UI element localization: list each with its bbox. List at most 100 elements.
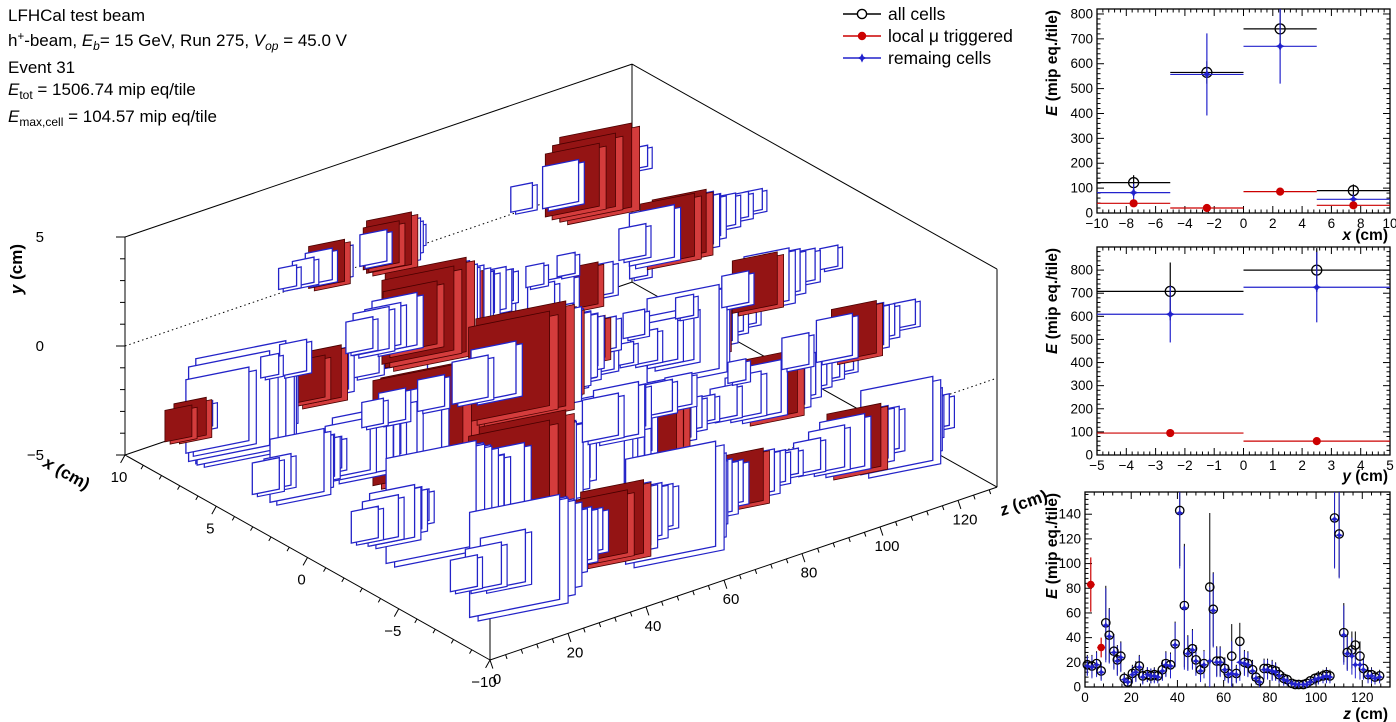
legend-entry-label: local μ triggered	[888, 25, 1013, 46]
marker-all-cells	[1226, 651, 1237, 661]
marker-remaining	[1322, 672, 1331, 680]
tile-cell	[361, 397, 385, 429]
y-tick-label: 5	[36, 229, 44, 246]
marker-remaining	[1306, 678, 1315, 686]
z-tick-label: 0	[493, 671, 501, 688]
z-tick-label: 120	[952, 511, 977, 528]
x-tick-label: 0	[297, 572, 305, 589]
energy-vs-z-plot: 0 20 40 60 80 100 120 0 20 40 60 80 100 120 140 z (cm) E…	[1044, 491, 1391, 722]
event-info-line: h+-beam, Eb= 15 GeV, Run 275, Vop = 45.0…	[8, 30, 347, 53]
y-tick-label: 20	[1066, 655, 1081, 670]
x-axis-title: y (cm)	[1341, 468, 1388, 485]
energy-vs-x-plot: −10 −8 −6 −4 −2 0 2 4 6 8 100100200300400500600700…	[1044, 6, 1396, 244]
tile-cell	[277, 264, 298, 291]
marker-remaining	[1143, 670, 1152, 679]
marker-remaining	[1268, 667, 1276, 675]
marker-remaining	[1279, 675, 1288, 684]
marker-remaining	[1117, 653, 1125, 662]
x-tick-label: 5	[206, 520, 214, 537]
marker-remaining	[1083, 662, 1092, 670]
x-tick-label: 80	[1262, 690, 1277, 705]
x-tick-label: 5	[1386, 458, 1394, 473]
z-tick-label: 100	[874, 538, 899, 555]
marker-remaining	[1351, 661, 1360, 669]
x-tick-label: −10	[1086, 216, 1109, 231]
event-info-line: LFHCal test beam	[8, 6, 145, 25]
legend-marker-filled-star-icon	[843, 53, 881, 63]
tile-cell	[721, 270, 750, 309]
tile-cell	[350, 505, 379, 544]
z-tick-label: 20	[567, 644, 584, 661]
legend-entry: all cells	[842, 3, 1013, 25]
marker-remaining	[1288, 679, 1296, 688]
marker-remaining	[1188, 646, 1197, 654]
detector-tiles	[164, 122, 956, 622]
x-axis-title: z (cm)	[1342, 706, 1388, 722]
z-tick-label: 80	[801, 565, 818, 582]
y-tick-label: −5	[27, 447, 44, 464]
x-tick-label: −4	[1177, 216, 1193, 231]
marker-remaining	[1192, 657, 1200, 665]
marker-remaining	[1271, 668, 1280, 676]
marker-remaining	[1224, 670, 1233, 679]
event-info-line: Etot = 1506.74 mip eq/tile	[8, 79, 196, 102]
marker-remaining	[1162, 661, 1170, 669]
x-tick-label: −5	[1089, 458, 1104, 473]
marker-remaining	[1263, 665, 1272, 674]
y-axis-title: E (mip eq./tile)	[1044, 493, 1061, 599]
plot-frame	[1084, 491, 1391, 688]
marker-triggered	[1276, 187, 1285, 196]
y-tick-label: 100	[1070, 424, 1093, 439]
y-tick-label: 400	[1070, 106, 1093, 121]
y-tick-label: 0	[36, 338, 44, 355]
marker-triggered	[1312, 437, 1321, 446]
x-tick-label: 6	[1328, 216, 1336, 231]
marker-remaining	[1244, 661, 1252, 669]
marker-remaining	[1128, 670, 1137, 679]
event-info-block: LFHCal test beam h+-beam, Eb= 15 GeV, Run…	[8, 5, 347, 134]
x-tick-label: 10	[1382, 216, 1396, 231]
event-info-line: Event 31	[8, 58, 76, 77]
energy-vs-y-plot: −5 −4 −3 −2 −1 0 1 2 3 4 5 0 100 200 300 400 500 600 700 80…	[1044, 246, 1394, 485]
legend-entry-label: remaing cells	[888, 47, 992, 68]
x-tick-label: 120	[1351, 690, 1374, 705]
marker-remaining	[1275, 41, 1285, 52]
x-tick-label: 40	[1170, 690, 1185, 705]
y-tick-label: 80	[1066, 581, 1081, 596]
y-tick-label: 200	[1070, 401, 1093, 416]
marker-all-cells	[1234, 636, 1245, 647]
tile-cell	[449, 554, 479, 593]
y-tick-label: 0	[1085, 448, 1093, 463]
y-tick-label: 60	[1066, 605, 1081, 620]
event-info-line: Emax,cell = 104.57 mip eq/tile	[8, 107, 217, 129]
y-axis-title: E (mip eq./tile)	[1044, 248, 1061, 354]
x-tick-label: 2	[1269, 216, 1277, 231]
y-tick-label: 800	[1070, 6, 1093, 21]
x-tick-label: 8	[1357, 216, 1365, 231]
legend-entry: remaing cells	[842, 47, 1013, 69]
marker-remaining	[1196, 667, 1205, 675]
tile-cell	[781, 331, 810, 371]
marker-remaining	[1139, 673, 1147, 681]
marker-remaining	[1105, 632, 1114, 641]
y-tick-label: 40	[1066, 630, 1081, 645]
y-tick-label: 500	[1070, 332, 1093, 347]
marker-remaining	[1348, 194, 1359, 205]
marker-remaining	[1283, 677, 1291, 685]
y-tick-label: 300	[1070, 378, 1093, 393]
marker-triggered	[1166, 428, 1175, 438]
marker-remaining	[1319, 673, 1327, 681]
x-axis-title: x (cm)	[39, 452, 93, 493]
event-display-3d: 5 0 −5 y (cm) 10 5 0 −5 −10 x (cm) 0 20 40 60 80 100 120…	[7, 63, 1050, 691]
marker-triggered	[1349, 201, 1358, 210]
marker-remaining	[1255, 678, 1264, 686]
marker-all-cells	[1204, 582, 1215, 592]
z-axis-title: z (cm)	[996, 486, 1050, 520]
y-tick-label: 0	[1085, 206, 1093, 221]
marker-remaining	[1330, 515, 1339, 523]
tile-cell	[525, 262, 545, 289]
marker-remaining	[1312, 282, 1322, 292]
marker-remaining	[1240, 659, 1249, 668]
legend-marker-open-circle-icon	[843, 8, 881, 20]
x-tick-label: 100	[1305, 690, 1328, 705]
